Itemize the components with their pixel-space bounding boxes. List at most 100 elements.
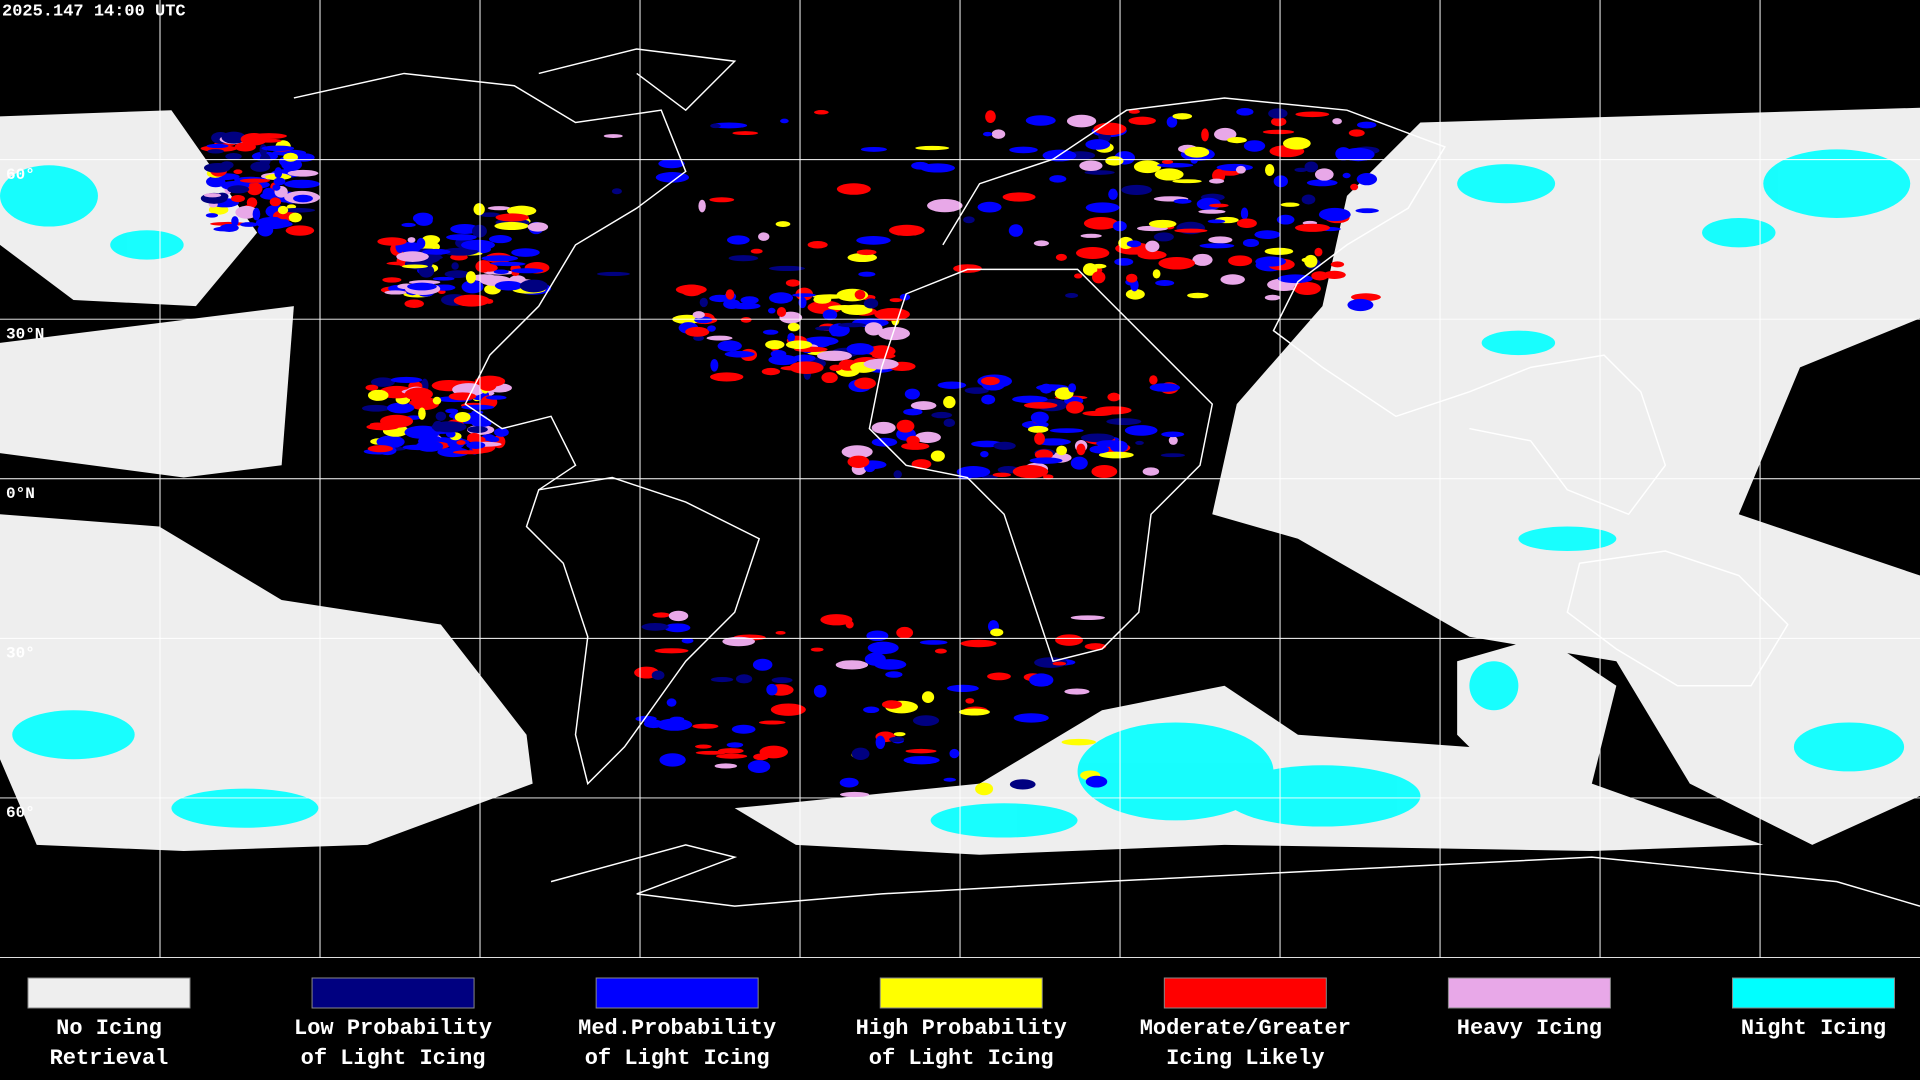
icing-patch [740, 317, 752, 323]
icing-patch [479, 380, 497, 391]
icing-patch [1106, 418, 1142, 426]
icing-patch [1158, 256, 1196, 270]
icing-patch [437, 289, 446, 294]
icing-patch [1356, 173, 1378, 186]
icing-patch [494, 427, 509, 437]
icing-patch [889, 736, 905, 743]
icing-patch [285, 225, 315, 236]
icing-patch [1199, 243, 1235, 249]
icing-patch [814, 340, 835, 345]
icing-patch [1355, 208, 1379, 214]
icing-patch [1235, 165, 1246, 174]
icing-patch [965, 698, 975, 704]
icing-patch [1236, 107, 1254, 116]
icing-patch [1105, 156, 1124, 166]
icing-patch [511, 268, 544, 274]
icing-patch [465, 271, 476, 284]
icing-patch [1126, 240, 1142, 248]
icing-patch [454, 412, 471, 423]
icing-patch [1304, 161, 1319, 173]
icing-patch [527, 222, 549, 232]
icing-patch [1042, 474, 1054, 480]
icing-patch [664, 623, 691, 633]
icing-patch [958, 708, 990, 716]
icing-patch [770, 349, 787, 358]
icing-patch [992, 472, 1011, 478]
icing-patch [725, 289, 735, 300]
icing-patch [1264, 163, 1275, 176]
icing-patch [987, 672, 1011, 681]
icing-patch [858, 271, 876, 277]
icing-patch [399, 241, 422, 253]
icing-patch [1064, 688, 1090, 695]
icing-patch [1220, 274, 1245, 285]
icing-patch [707, 325, 716, 332]
icing-patch [1314, 247, 1323, 257]
icing-patch [494, 281, 523, 291]
icing-patch [421, 235, 441, 245]
icing-patch [1088, 433, 1101, 438]
icing-patch [1149, 375, 1158, 385]
icing-patch [1074, 273, 1083, 279]
icing-patch [1311, 271, 1329, 281]
latitude-labels: 60° 30°N 0°N 30° 60° [6, 166, 44, 822]
icing-patch [681, 638, 694, 644]
icing-patch [1128, 109, 1140, 114]
icing-patch [847, 455, 870, 468]
icing-patch [871, 437, 898, 447]
icing-patch [1306, 179, 1338, 187]
legend-label: Moderate/Greater [1140, 1016, 1351, 1041]
icing-patch [889, 298, 903, 303]
icing-patch [456, 440, 466, 445]
icing-patch [203, 193, 222, 198]
legend-label: Med.Probability [578, 1016, 776, 1041]
icing-patch [658, 159, 685, 169]
icing-patch [1107, 392, 1121, 402]
icing-patch [1114, 258, 1134, 266]
icing-patch [1304, 254, 1318, 268]
icing-patch [706, 335, 733, 341]
icing-patch [1089, 445, 1110, 454]
icing-patch [878, 326, 910, 341]
legend-swatch [1163, 977, 1327, 1009]
icing-patch [726, 742, 744, 748]
icing-patch [731, 724, 756, 734]
icing-patch [680, 284, 703, 297]
icing-patch [1161, 159, 1174, 165]
icing-patch [1198, 209, 1226, 214]
icing-patch [1121, 184, 1152, 195]
icing-patch [866, 630, 889, 642]
icing-patch [817, 350, 852, 362]
icing-patch [766, 683, 778, 696]
icing-patch [770, 703, 806, 716]
icing-patch [838, 322, 866, 328]
icing-patch [903, 408, 923, 416]
icing-patch [1166, 116, 1178, 128]
icing-patch [750, 248, 763, 254]
icing-patch [506, 205, 537, 216]
icing-patch [864, 322, 883, 336]
icing-patch [1161, 431, 1185, 438]
icing-patch [769, 292, 794, 304]
icing-patch [1082, 410, 1114, 417]
icing-patch [1301, 194, 1316, 205]
icing-patch [1055, 253, 1067, 261]
icing-patch [1066, 114, 1097, 128]
icing-patch [710, 358, 719, 372]
icing-patch [758, 720, 786, 725]
icing-patch [854, 377, 876, 390]
icing-patch [1076, 443, 1086, 456]
icing-patch [257, 223, 274, 237]
icing-patch [1084, 643, 1107, 650]
icing-patch [641, 622, 669, 631]
icing-patch [864, 463, 876, 473]
icing-patch [888, 224, 925, 236]
icing-patch [990, 628, 1004, 637]
icing-patch [1049, 428, 1084, 433]
icing-patch [272, 184, 281, 191]
icing-patch [813, 684, 827, 698]
legend-label: of Light Icing [301, 1046, 486, 1071]
icing-patch [1008, 224, 1023, 237]
icing-patch [914, 431, 941, 443]
